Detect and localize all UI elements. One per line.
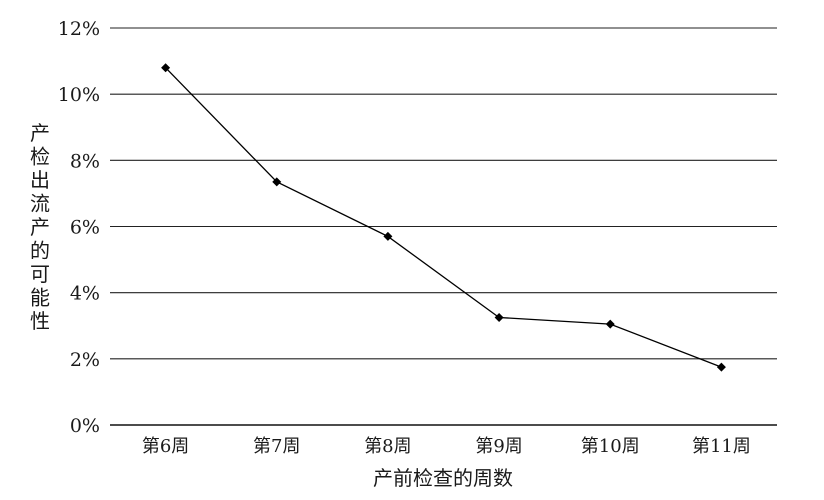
y-axis-title-char: 的 [30, 239, 50, 263]
y-tick-label: 12% [58, 18, 100, 40]
y-tick-label: 8% [70, 150, 100, 172]
y-tick-label: 6% [70, 217, 100, 239]
data-point-marker [383, 231, 393, 241]
y-axis-title-char: 出 [30, 168, 50, 192]
data-point-marker [716, 362, 726, 372]
x-tick-labels: 第6周 第7周 第8周 第9周 第10周 第11周 [142, 436, 751, 457]
x-tick-label: 第11周 [692, 436, 751, 457]
y-axis-title-char: 检 [30, 145, 50, 169]
x-tick-label: 第7周 [253, 436, 300, 457]
y-tick-label: 10% [58, 84, 100, 106]
y-tick-labels: 0% 2% 4% 6% 8% 10% 12% [58, 18, 100, 437]
series-group [161, 63, 726, 372]
series-line [165, 67, 722, 368]
data-point-marker [272, 177, 282, 187]
data-point-marker [494, 312, 504, 322]
x-tick-label: 第6周 [142, 436, 189, 457]
y-axis-title-char: 产 [30, 121, 50, 145]
x-axis-title: 产前检查的周数 [373, 466, 513, 490]
y-axis-title-char: 产 [30, 215, 50, 239]
y-axis-title-char: 性 [30, 309, 50, 333]
y-tick-label: 2% [70, 349, 100, 371]
y-axis-title-char: 可 [30, 262, 50, 286]
gridlines [110, 27, 777, 426]
x-tick-label: 第8周 [364, 436, 411, 457]
data-point-marker [161, 63, 171, 73]
x-tick-label: 第9周 [475, 436, 522, 457]
y-tick-label: 4% [70, 283, 100, 305]
data-point-marker [605, 319, 615, 329]
x-tick-label: 第10周 [581, 436, 640, 457]
y-tick-label: 0% [70, 415, 100, 437]
y-axis-title-char: 流 [30, 192, 50, 216]
y-axis-title-char: 能 [30, 286, 50, 310]
